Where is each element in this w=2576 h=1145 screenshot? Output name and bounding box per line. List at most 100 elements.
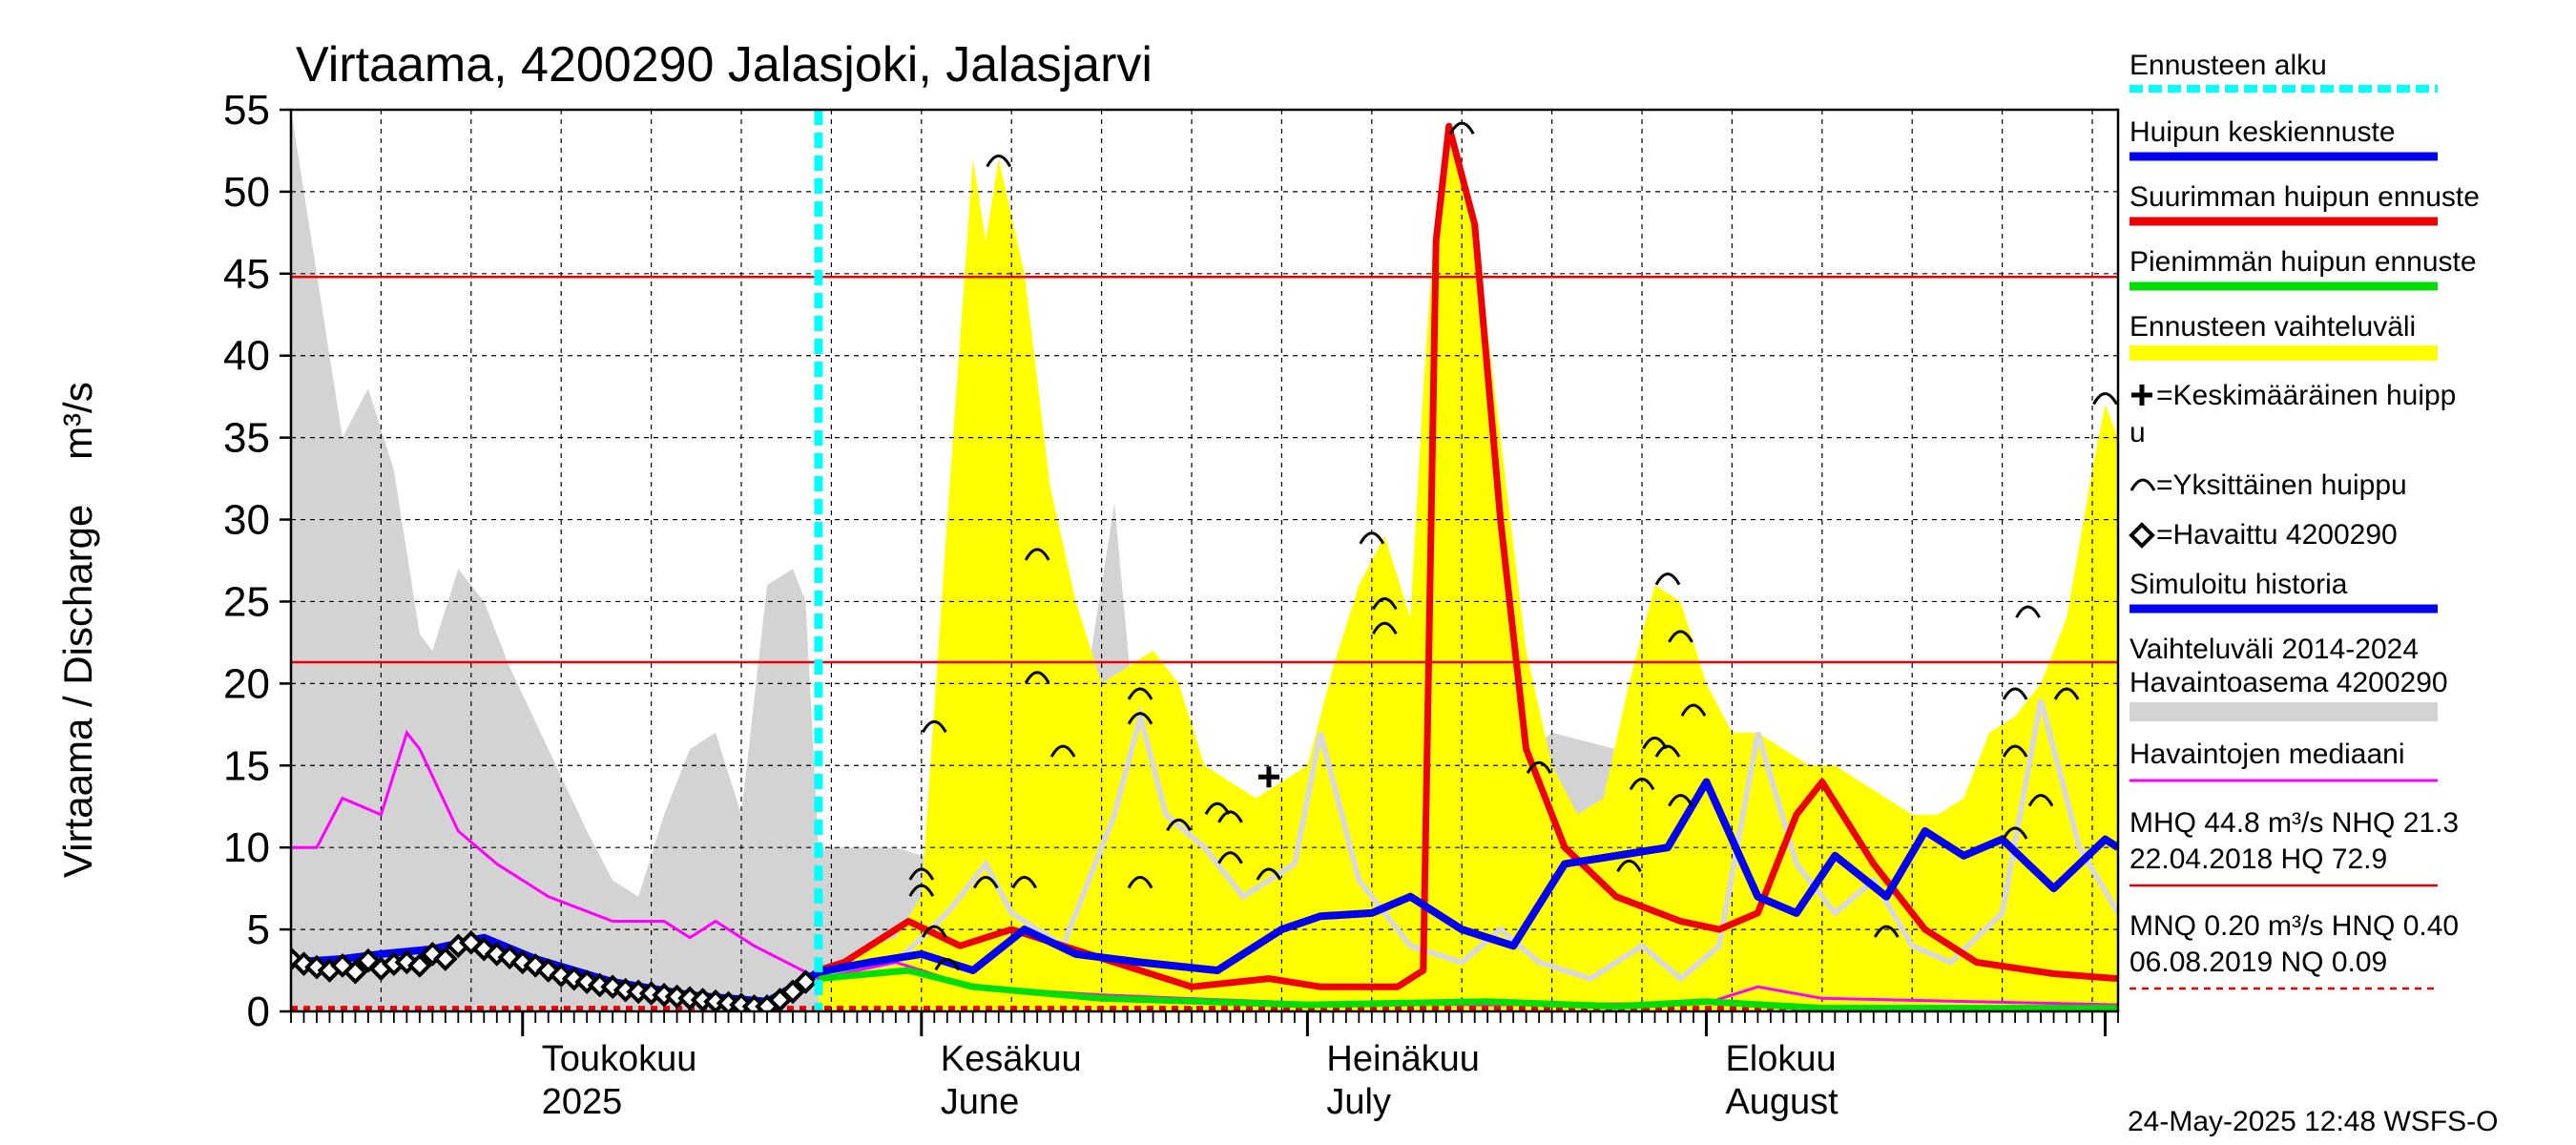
- individual-peak-marker: [921, 719, 947, 734]
- y-tick-label: 50: [223, 169, 270, 216]
- observed-point: [343, 959, 368, 985]
- observed-point: [780, 979, 805, 1005]
- observed-point: [600, 974, 625, 1000]
- individual-peak-marker: [1166, 818, 1192, 832]
- individual-peak-marker: [934, 957, 961, 971]
- legend-suurimman: Suurimman huipun ennuste: [2129, 181, 2480, 213]
- individual-peak-marker: [1616, 859, 1642, 873]
- observed-point: [304, 954, 329, 980]
- individual-peak-marker: [1668, 794, 1693, 807]
- history-range-area: [291, 110, 2118, 1011]
- y-tick-label: 55: [223, 87, 270, 134]
- y-tick-label: 5: [247, 906, 270, 953]
- x-month-label: Elokuu: [1725, 1039, 1836, 1079]
- individual-peak-marker: [986, 155, 1012, 168]
- individual-peak-marker: [1256, 867, 1282, 881]
- legend-mnq: MNQ 0.20 m³/s HNQ 0.40: [2129, 910, 2459, 942]
- individual-peak-marker: [1371, 621, 1398, 635]
- individual-peak-marker: [1359, 531, 1385, 545]
- grid: [291, 109, 2118, 1012]
- individual-peak-marker: [2092, 392, 2118, 406]
- legend-mhq: MHQ 44.8 m³/s NHQ 21.3: [2129, 807, 2459, 839]
- legend-mhq-2: 22.04.2018 HQ 72.9: [2129, 843, 2387, 875]
- observed-point: [535, 958, 561, 983]
- legend: Ennusteen alku Huipun keskiennuste Suurimm…: [2129, 50, 2480, 990]
- individual-peak-marker: [908, 884, 935, 897]
- individual-peak-marker: [1654, 572, 1681, 586]
- individual-peak-marker: [2053, 687, 2080, 700]
- y-tick-label: 30: [223, 497, 270, 544]
- legend-simuloitu: Simuloitu historia: [2129, 569, 2348, 600]
- y-tick-label: 40: [223, 333, 270, 380]
- individual-peak-marker: [1217, 851, 1243, 864]
- individual-peak-marker: [1024, 671, 1050, 684]
- y-tick-label: 20: [223, 660, 270, 707]
- individual-peak-marker: [1668, 630, 1693, 643]
- x-month-sublabel: June: [941, 1082, 1019, 1122]
- individual-peak-marker: [1217, 810, 1243, 823]
- y-tick-label: 45: [223, 251, 270, 298]
- individual-peak-marker: [1204, 802, 1231, 815]
- x-month-sublabel: 2025: [542, 1082, 623, 1122]
- legend-diamond-icon: [2129, 522, 2155, 549]
- observed-point: [407, 953, 432, 978]
- legend-keskimaarainen: =Keskimääräinen huipp: [2156, 380, 2456, 411]
- y-tick-label: 35: [223, 415, 270, 462]
- observed-point: [471, 936, 497, 962]
- individual-peak-marker: [1873, 925, 1900, 938]
- individual-peak-marker: [1127, 687, 1153, 700]
- legend-vaihteluvali: Ennusteen vaihteluväli: [2129, 311, 2416, 343]
- observed-point: [433, 947, 458, 971]
- legend-plus-icon: [2131, 385, 2152, 406]
- legend-swatch-yellow: [2129, 345, 2438, 361]
- legend-keskimaarainen-2: u: [2129, 417, 2146, 448]
- individual-peak-marker: [2027, 794, 2054, 807]
- legend-yksittainen: =Yksittäinen huippu: [2156, 469, 2407, 501]
- individual-peak-marker: [1654, 744, 1681, 758]
- legend-havaittu: =Havaittu 4200290: [2156, 519, 2398, 551]
- individual-peak-marker: [1680, 703, 1707, 717]
- individual-peak-marker: [2015, 605, 2041, 618]
- observed-point: [793, 969, 819, 994]
- min-peak-line: [818, 967, 2118, 1011]
- observed-point: [561, 966, 587, 991]
- individual-peak-marker: [1448, 121, 1475, 135]
- individual-peak-marker: [1127, 876, 1153, 889]
- legend-mediaani: Havaintojen mediaani: [2129, 739, 2405, 770]
- series-layer: [291, 110, 2118, 1011]
- individual-peak-marker: [921, 925, 947, 938]
- y-axis-label: Virtaama / Discharge m³/s: [55, 382, 100, 878]
- chart-area-layer: [291, 110, 2118, 1011]
- x-month-label: Toukokuu: [542, 1039, 697, 1079]
- forecast-range-area: [818, 126, 2118, 1011]
- x-month-sublabel: July: [1326, 1082, 1391, 1122]
- legend-arc-icon: [2129, 478, 2156, 491]
- x-month-sublabel: August: [1725, 1082, 1839, 1122]
- individual-peak-marker: [1049, 744, 1076, 758]
- legend-vaihteluvali-hist: Vaihteluväli 2014-2024: [2129, 634, 2419, 665]
- individual-peak-marker: [2002, 826, 2028, 840]
- legend-swatch-grey: [2129, 702, 2438, 721]
- observed-point: [497, 945, 523, 970]
- legend-mnq-2: 06.08.2019 NQ 0.09: [2129, 947, 2387, 978]
- x-month-label: Heinäkuu: [1326, 1039, 1480, 1079]
- individual-peak-marker: [1127, 712, 1153, 725]
- y-tick-label: 15: [223, 742, 270, 789]
- legend-huipun-keskiennuste: Huipun keskiennuste: [2129, 116, 2396, 148]
- individual-peak-marker: [1526, 760, 1552, 775]
- axes: 0510152025303540455055Toukokuu2025Kesäku…: [223, 87, 2120, 1122]
- individual-peak-marker: [1024, 548, 1050, 561]
- chart-title: Virtaama, 4200290 Jalasjoki, Jalasjarvi: [296, 37, 1153, 93]
- timestamp-footer: 24-May-2025 12:48 WSFS-O: [2128, 1106, 2499, 1137]
- individual-peak-marker: [972, 876, 999, 889]
- x-month-label: Kesäkuu: [941, 1039, 1082, 1079]
- observed-point: [356, 947, 381, 973]
- individual-peak-marker: [1642, 737, 1668, 750]
- individual-peak-marker: [1371, 596, 1398, 611]
- individual-peak-marker: [1011, 876, 1038, 889]
- y-tick-label: 10: [223, 824, 270, 871]
- individual-peak-marker: [2002, 744, 2028, 758]
- legend-vaihteluvali-hist-2: Havaintoasema 4200290: [2129, 667, 2448, 698]
- y-tick-label: 0: [247, 989, 270, 1035]
